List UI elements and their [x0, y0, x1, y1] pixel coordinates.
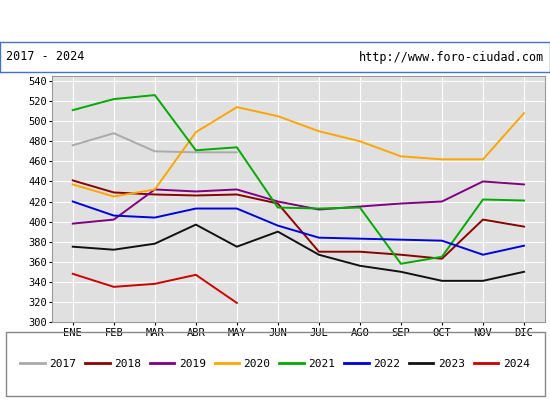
- Text: Evolucion del paro registrado en Santa Margarida i els Monjos: Evolucion del paro registrado en Santa M…: [8, 12, 542, 30]
- Legend: 2017, 2018, 2019, 2020, 2021, 2022, 2023, 2024: 2017, 2018, 2019, 2020, 2021, 2022, 2023…: [16, 354, 534, 374]
- Text: http://www.foro-ciudad.com: http://www.foro-ciudad.com: [359, 50, 544, 64]
- Text: 2017 - 2024: 2017 - 2024: [6, 50, 84, 64]
